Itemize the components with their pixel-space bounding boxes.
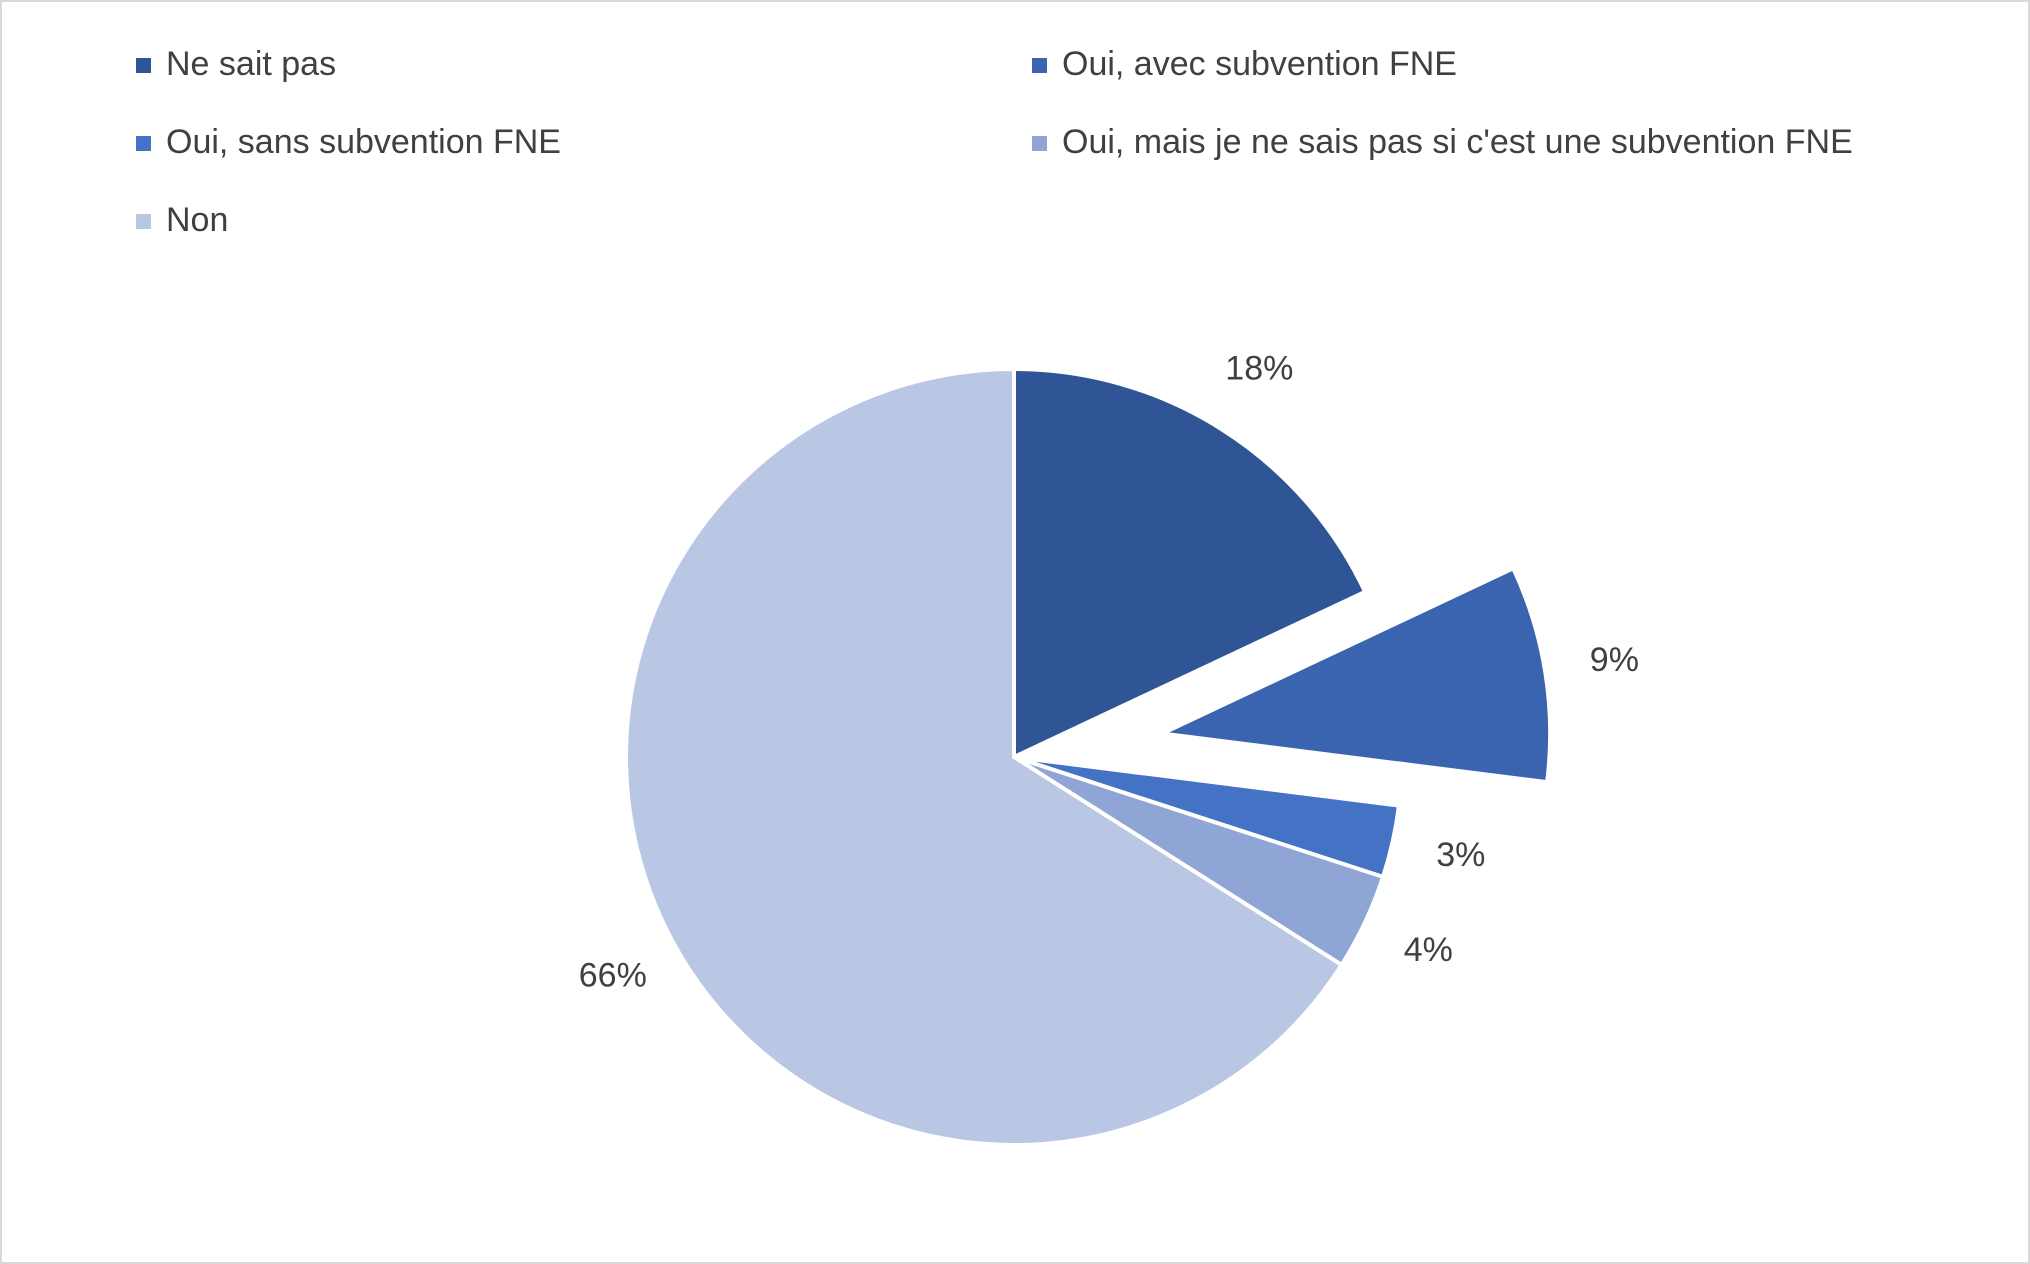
legend-marker — [136, 58, 151, 73]
data-label: 18% — [1225, 349, 1293, 387]
legend-marker — [1032, 136, 1047, 151]
data-label: 9% — [1590, 641, 1639, 679]
pie-slice — [624, 366, 1345, 1147]
legend-label: Oui, mais je ne sais pas si c'est une su… — [1062, 123, 1853, 161]
legend-label: Oui, sans subvention FNE — [166, 123, 561, 161]
pie-slice — [1012, 366, 1368, 761]
data-label: 66% — [579, 957, 647, 995]
pie-slice — [1155, 565, 1553, 785]
data-label: 3% — [1436, 836, 1485, 874]
legend-label: Ne sait pas — [166, 45, 336, 83]
legend-marker — [136, 214, 151, 229]
data-label: 4% — [1404, 931, 1453, 969]
legend-marker — [1032, 58, 1047, 73]
legend-label: Non — [166, 201, 228, 239]
legend-marker — [136, 136, 151, 151]
legend-label: Oui, avec subvention FNE — [1062, 45, 1457, 83]
